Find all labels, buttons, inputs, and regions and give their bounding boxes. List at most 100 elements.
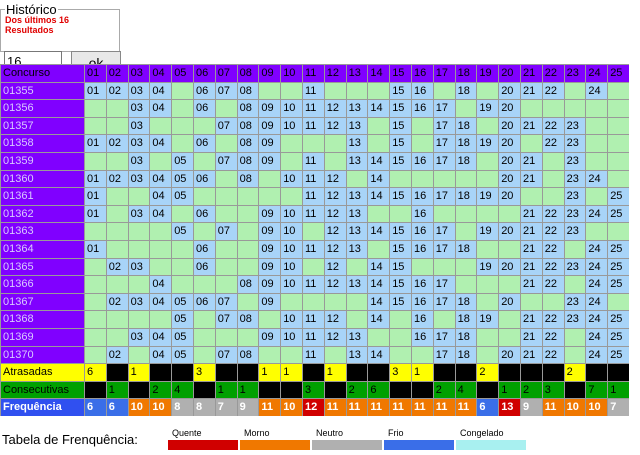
cell	[412, 170, 433, 188]
cell: 20	[499, 65, 520, 82]
cell	[106, 223, 128, 240]
cell: 17	[433, 241, 455, 258]
cell: 11	[412, 399, 433, 416]
cell: 13	[346, 153, 368, 170]
cell: 05	[172, 65, 193, 82]
cell	[194, 311, 215, 328]
cell: 23	[564, 311, 586, 328]
cell: 15	[390, 188, 411, 205]
cell	[412, 117, 433, 135]
cell	[477, 276, 499, 293]
cell	[85, 329, 106, 346]
cell	[368, 135, 390, 152]
cell: 05	[172, 329, 193, 346]
cell	[412, 381, 433, 399]
cell: 11	[542, 399, 564, 416]
cell: 04	[150, 346, 172, 364]
cell: 25	[608, 346, 629, 364]
cell: 19	[477, 258, 499, 276]
cell: 08	[237, 135, 259, 152]
cell: 04	[150, 170, 172, 188]
cell	[85, 100, 106, 117]
cell	[172, 100, 193, 117]
cell	[150, 117, 172, 135]
cell: 18	[455, 65, 477, 82]
cell	[106, 205, 128, 223]
cell	[608, 117, 629, 135]
cell	[586, 153, 608, 170]
cell	[477, 153, 499, 170]
cell: 21	[521, 170, 542, 188]
cell	[499, 329, 520, 346]
cell: 10	[281, 399, 302, 416]
cell	[237, 223, 259, 240]
cell: 15	[390, 117, 411, 135]
cell	[455, 223, 477, 240]
cell: 14	[368, 223, 390, 240]
cell: 10	[281, 100, 302, 117]
cell	[521, 188, 542, 205]
cell	[499, 205, 520, 223]
cell: 01	[85, 241, 106, 258]
cell: 12	[324, 170, 346, 188]
cell: 13	[499, 399, 520, 416]
cell: 19	[477, 135, 499, 152]
history-box: Histórico Dos últimos 16 Resultados 16 o…	[0, 2, 121, 73]
cell: 21	[521, 258, 542, 276]
cell	[128, 381, 150, 399]
cell: 13	[346, 65, 368, 82]
cell: 01	[85, 205, 106, 223]
cell: 15	[390, 153, 411, 170]
cell	[368, 117, 390, 135]
cell: 07	[215, 346, 237, 364]
cell: 24	[586, 65, 608, 82]
cell: 18	[455, 135, 477, 152]
cell: 25	[608, 329, 629, 346]
cell: 14	[368, 170, 390, 188]
cell: 17	[433, 188, 455, 205]
cell: 23	[564, 65, 586, 82]
cell: 11	[303, 117, 324, 135]
cell	[499, 241, 520, 258]
cell	[390, 205, 411, 223]
cell	[281, 188, 302, 205]
cell	[237, 241, 259, 258]
cell: 10	[564, 399, 586, 416]
cell	[564, 82, 586, 100]
cell: 12	[324, 65, 346, 82]
cell: 13	[346, 346, 368, 364]
cell: 1	[608, 381, 629, 399]
cell: 22	[542, 329, 564, 346]
cell: 13	[346, 135, 368, 152]
cell: 25	[608, 188, 629, 205]
cell: 16	[412, 100, 433, 117]
cell: 2	[521, 381, 542, 399]
cell	[412, 135, 433, 152]
cell	[346, 258, 368, 276]
cell	[215, 276, 237, 293]
cell	[368, 241, 390, 258]
cell: 08	[237, 100, 259, 117]
cell: 11	[259, 399, 281, 416]
cell: 6	[477, 399, 499, 416]
cell: 14	[368, 65, 390, 82]
cell: 17	[433, 329, 455, 346]
cell	[106, 153, 128, 170]
cell: 15	[390, 100, 411, 117]
cell: 11	[433, 399, 455, 416]
cell: 8	[194, 399, 215, 416]
cell: 10	[281, 329, 302, 346]
cell: 01361	[1, 188, 84, 205]
cell	[85, 153, 106, 170]
cell: 06	[194, 135, 215, 152]
cell: 08	[237, 276, 259, 293]
cell: 24	[586, 82, 608, 100]
cell: 15	[390, 135, 411, 152]
cell	[194, 117, 215, 135]
cell: 22	[542, 65, 564, 82]
cell: 17	[433, 100, 455, 117]
cell: 22	[542, 223, 564, 240]
cell: 16	[412, 311, 433, 328]
cell: 24	[586, 258, 608, 276]
cell	[368, 205, 390, 223]
